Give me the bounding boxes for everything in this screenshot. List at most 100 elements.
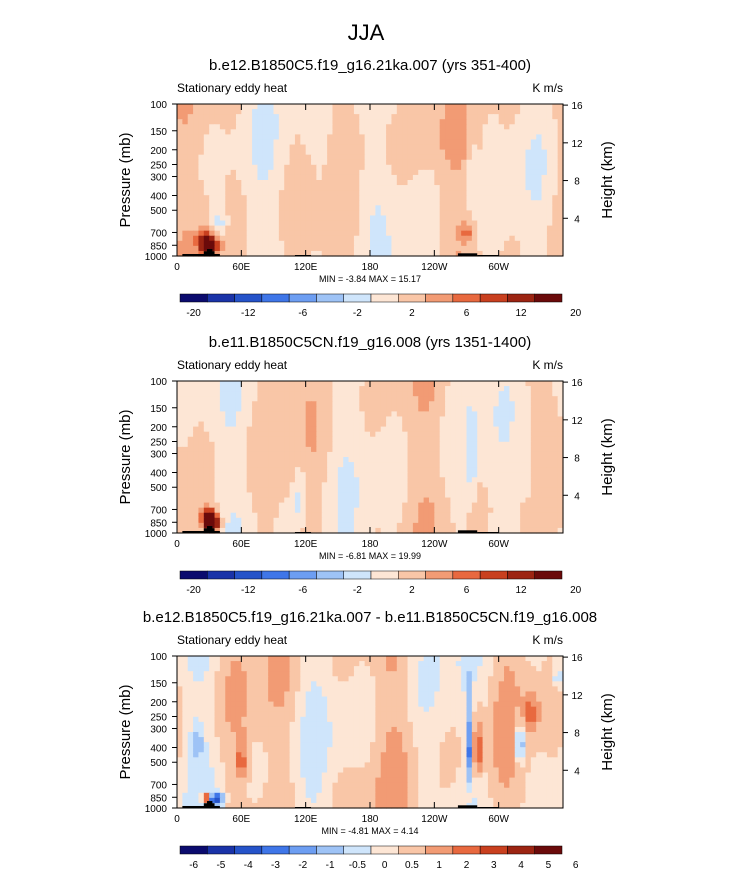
field-cell <box>520 477 527 483</box>
field-cell <box>482 129 489 135</box>
field-cell <box>536 200 543 206</box>
field-cell <box>412 381 419 387</box>
field-cell <box>182 205 189 211</box>
field-cell <box>498 190 505 196</box>
field-cell <box>284 686 291 693</box>
field-cell <box>353 381 360 387</box>
field-cell <box>536 467 543 473</box>
field-cell <box>268 386 275 392</box>
field-cell <box>487 406 494 412</box>
colorbar-segment <box>207 293 235 303</box>
field-cell <box>418 124 425 130</box>
field-cell <box>187 381 194 387</box>
field-cell <box>375 406 382 412</box>
field-cell <box>278 124 285 130</box>
field-cell <box>182 431 189 438</box>
field-cell <box>235 129 242 135</box>
field-cell <box>380 391 387 397</box>
field-cell <box>316 164 323 171</box>
field-cell <box>311 467 317 473</box>
field-cell <box>530 190 537 196</box>
field-cell <box>498 109 505 115</box>
field-cell <box>289 512 296 519</box>
field-cell <box>252 451 259 458</box>
field-cell <box>257 381 264 387</box>
field-cell <box>477 451 484 458</box>
field-cell <box>294 185 301 191</box>
field-cell <box>461 482 468 488</box>
field-cell <box>364 185 371 191</box>
field-cell <box>246 240 253 247</box>
field-cell <box>439 527 446 534</box>
field-cell <box>353 185 360 191</box>
field-cell <box>407 451 414 458</box>
field-cell <box>418 134 425 141</box>
field-cell <box>498 230 505 237</box>
field-cell <box>278 391 285 397</box>
field-cell <box>219 436 226 443</box>
field-cell <box>321 210 328 217</box>
field-cell <box>225 457 232 463</box>
field-cell <box>262 666 269 672</box>
field-cell <box>471 457 478 463</box>
field-cell <box>520 517 527 524</box>
field-cell <box>498 386 505 392</box>
field-cell <box>455 401 462 407</box>
field-cell <box>225 686 232 693</box>
field-cell <box>536 215 543 222</box>
field-cell <box>482 502 489 509</box>
field-cell <box>230 391 237 397</box>
field-cell <box>412 507 419 514</box>
field-cell <box>257 451 264 458</box>
field-cell <box>252 245 259 252</box>
field-cell <box>423 457 430 463</box>
field-cell <box>525 416 532 423</box>
field-cell <box>177 104 183 110</box>
field-cell <box>546 681 553 687</box>
field-cell <box>471 686 478 693</box>
field-cell <box>514 431 521 438</box>
field-cell <box>343 482 350 488</box>
field-cell <box>305 240 312 247</box>
y-tick-label: 300 <box>150 173 167 184</box>
field-cell <box>557 200 564 206</box>
field-cell <box>262 416 269 423</box>
field-cell <box>407 686 414 693</box>
field-cell <box>461 381 468 387</box>
field-cell <box>450 492 457 499</box>
field-cell <box>343 396 350 402</box>
field-cell <box>348 416 355 423</box>
field-cell <box>455 416 462 423</box>
field-cell <box>557 661 564 667</box>
field-cell <box>557 225 564 232</box>
colorbar-segment <box>316 293 344 303</box>
field-cell <box>434 200 441 206</box>
field-cell <box>439 416 446 423</box>
field-cell <box>477 124 484 130</box>
field-cell <box>434 426 441 433</box>
field-cell <box>252 661 259 667</box>
field-cell <box>391 666 398 672</box>
field-cell <box>268 119 275 125</box>
field-cell <box>541 124 548 130</box>
field-cell <box>203 656 210 662</box>
field-cell <box>482 676 489 682</box>
field-cell <box>557 426 564 433</box>
field-cell <box>289 169 296 176</box>
field-cell <box>552 381 559 387</box>
field-cell <box>482 235 489 242</box>
field-cell <box>273 451 280 458</box>
field-cell <box>546 401 553 407</box>
field-cell <box>434 507 441 514</box>
field-cell <box>466 139 473 146</box>
field-cell <box>246 169 253 176</box>
field-cell <box>193 661 200 667</box>
field-cell <box>396 522 403 529</box>
field-cell <box>418 492 425 499</box>
field-cell <box>536 185 543 191</box>
field-cell <box>214 104 221 110</box>
field-cell <box>300 169 307 176</box>
field-cell <box>219 441 226 448</box>
field-cell <box>311 492 317 499</box>
field-cell <box>327 396 334 402</box>
